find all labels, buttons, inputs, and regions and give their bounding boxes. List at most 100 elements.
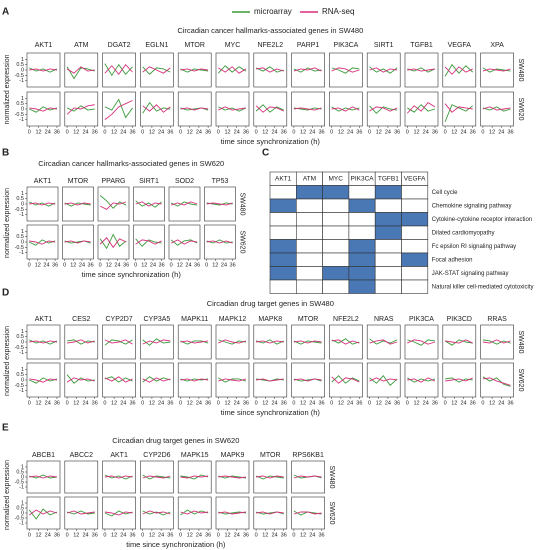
x-tick-label: 0 <box>292 532 295 538</box>
x-tick-label: 36 <box>318 400 324 406</box>
expression-line <box>64 202 91 207</box>
x-tick-label: 36 <box>167 532 173 538</box>
expression-line <box>444 63 474 77</box>
x-tick-label: 12 <box>451 129 457 135</box>
gene-label: NFE2L2 <box>333 316 359 323</box>
expression-line <box>142 66 171 74</box>
expression-line <box>369 339 398 345</box>
x-tick-label: 24 <box>498 129 504 135</box>
y-tick-label: -0.5 <box>15 383 24 389</box>
expression-line <box>445 377 473 383</box>
x-tick-label: 12 <box>224 129 230 135</box>
x-tick-label: 24 <box>150 262 156 268</box>
expression-line <box>331 376 360 384</box>
x-tick-label: 12 <box>224 400 230 406</box>
expression-line <box>28 239 56 246</box>
expression-line <box>29 474 57 479</box>
x-tick-label: 12 <box>106 262 112 268</box>
expression-line <box>104 475 133 479</box>
x-tick-label: 24 <box>158 129 164 135</box>
pathway-label: Natural killer cell-mediated cytotoxicit… <box>432 284 534 290</box>
panel-frame <box>26 324 61 360</box>
gene-label: TGFB1 <box>410 42 433 49</box>
x-tick-label: 24 <box>120 129 126 135</box>
gene-label: CYP2D6 <box>143 452 170 459</box>
heatmap-cell <box>374 212 402 227</box>
column-label: PIK3CA <box>350 175 374 182</box>
panel-letter: B <box>2 148 9 159</box>
heatmap-cell <box>322 185 350 200</box>
panel-letter: C <box>262 148 269 159</box>
y-tick-label: -1 <box>19 520 24 526</box>
expression-line <box>29 377 58 384</box>
gene-label: MYC <box>225 42 241 49</box>
heatmap-cell <box>269 239 297 254</box>
expression-line <box>482 68 511 72</box>
x-tick-label: 24 <box>309 129 315 135</box>
expression-line <box>180 474 209 480</box>
y-tick-label: 0.5 <box>16 234 24 240</box>
y-tick-label: 0 <box>21 239 24 245</box>
panel-frame <box>366 52 401 88</box>
gene-label: RRAS <box>487 316 507 323</box>
x-tick-label: 0 <box>179 532 182 538</box>
x-tick-label: 12 <box>413 129 419 135</box>
y-tick-label: -1 <box>19 350 24 356</box>
x-tick-label: 0 <box>255 532 258 538</box>
y-tick-label: -1 <box>19 388 24 394</box>
x-tick-label: 24 <box>460 400 466 406</box>
pathway-label: Focal adhesion <box>432 257 473 263</box>
gene-label: ABCB1 <box>32 452 55 459</box>
x-tick-label: 12 <box>149 400 155 406</box>
y-tick-label: 0.5 <box>16 196 24 202</box>
x-tick-label: 24 <box>45 400 51 406</box>
expression-line <box>104 98 133 119</box>
x-tick-label: 36 <box>205 532 211 538</box>
y-tick-label: 1 <box>21 500 24 506</box>
panel-frame <box>102 91 136 127</box>
expression-line <box>407 339 436 345</box>
expression-line <box>29 106 58 113</box>
expression-line <box>29 67 58 73</box>
expression-line <box>293 340 322 345</box>
expression-line <box>104 339 133 345</box>
expression-line <box>180 340 209 344</box>
gene-label: PIK3CA <box>409 316 434 323</box>
legend-label: RNA-seq <box>322 7 354 16</box>
heatmap-cell <box>348 266 376 281</box>
panel-frame <box>215 496 250 530</box>
gene-label: PIK3CD <box>447 316 472 323</box>
gene-label: NFE2L2 <box>257 42 283 49</box>
gene-label: AKT1 <box>34 178 52 185</box>
x-tick-label: 0 <box>444 129 447 135</box>
expression-line <box>444 103 473 113</box>
x-tick-label: 36 <box>318 129 324 135</box>
x-tick-label: 0 <box>99 262 102 268</box>
x-tick-label: 12 <box>187 400 193 406</box>
y-tick-label: -0.5 <box>15 112 24 118</box>
panel-frame <box>64 460 99 494</box>
panel-frame <box>133 186 165 222</box>
x-tick-label: 12 <box>489 400 495 406</box>
heatmap-cell <box>348 212 376 227</box>
x-tick-label: 24 <box>309 400 315 406</box>
expression-line <box>331 67 360 73</box>
x-tick-label: 24 <box>45 532 51 538</box>
expression-line <box>445 339 473 344</box>
expression-line <box>218 378 247 382</box>
x-tick-label: 36 <box>194 262 200 268</box>
expression-line <box>66 66 95 80</box>
x-tick-label: 12 <box>73 129 79 135</box>
panel-frame <box>215 460 250 494</box>
x-tick-label: 36 <box>394 129 400 135</box>
panel-frame <box>97 224 130 260</box>
x-tick-label: 12 <box>35 400 41 406</box>
y-tick-label: 0 <box>21 67 24 73</box>
x-tick-label: 24 <box>43 262 49 268</box>
x-tick-label: 0 <box>63 262 66 268</box>
heatmap-cell <box>401 239 429 254</box>
x-tick-label: 0 <box>292 129 295 135</box>
panel-frame <box>26 224 59 260</box>
row-label: SW620 <box>328 502 335 525</box>
x-tick-label: 12 <box>376 400 382 406</box>
